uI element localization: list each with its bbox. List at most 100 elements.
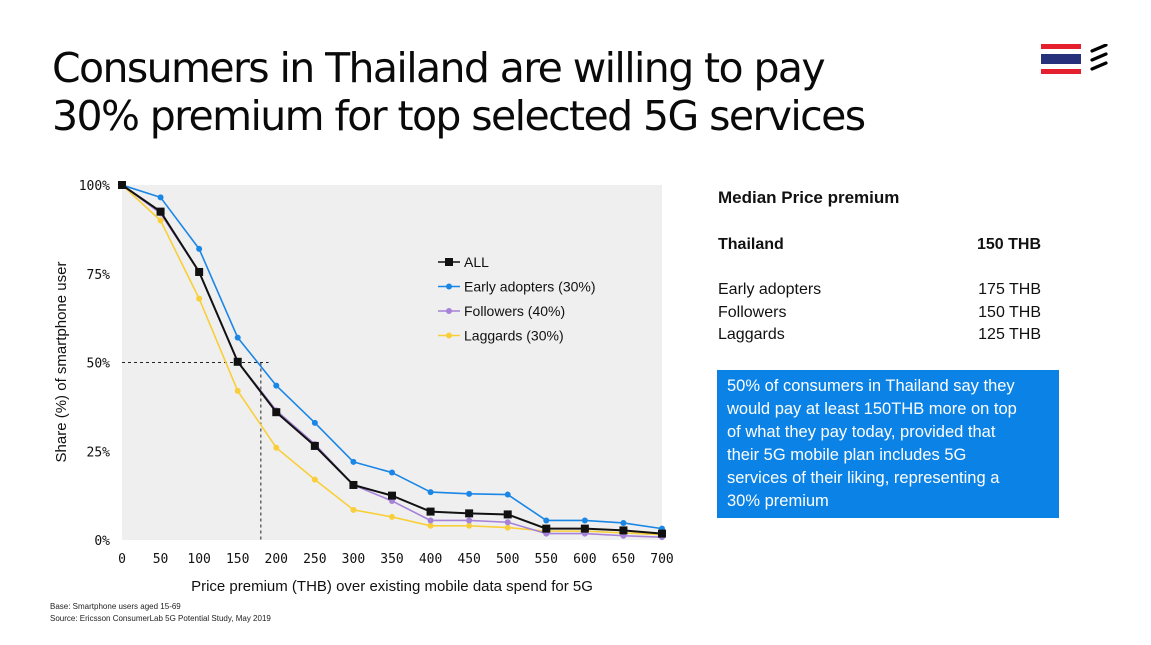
data-point [580,524,589,533]
x-tick-label: 150 [226,552,249,567]
legend-label: Laggards (30%) [464,328,564,344]
data-point [350,458,357,465]
legend-item: Laggards (30%) [438,328,564,344]
x-tick-label: 300 [342,552,365,567]
legend: ALL Early adopters (30%) Followers (40%) La… [438,254,596,344]
callout-line: 50% of consumers in Thailand say they [727,377,1015,395]
callout-line: would pay at least 150THB more on top [727,400,1017,418]
median-value: 125 THB [978,326,1041,343]
data-point [427,522,434,529]
data-point [311,476,318,483]
data-point [349,480,358,489]
y-axis-title: Share (%) of smartphone user [53,262,70,463]
data-point [427,489,434,496]
median-price-heading: Median Price premium [718,188,900,207]
y-tick-label: 0% [94,534,110,549]
x-tick-label: 600 [573,552,596,567]
data-point [196,295,203,302]
data-point [504,519,511,526]
data-point [466,522,473,529]
median-label: Laggards [718,326,785,343]
median-label: Thailand [718,236,784,253]
data-point [658,529,666,538]
data-point [619,526,628,535]
y-tick-label: 75% [87,268,111,283]
data-point [542,524,551,533]
x-tick-label: 650 [612,552,635,567]
data-point [543,517,550,524]
legend-marker [446,332,452,339]
data-point [620,519,627,526]
x-tick-label: 200 [265,552,288,567]
median-value: 175 THB [978,281,1041,298]
data-point [350,506,357,513]
title-line-1: Consumers in Thailand are willing to pay [52,44,826,92]
legend-marker [446,308,452,314]
x-tick-label: 250 [303,552,326,567]
data-point [310,441,319,450]
legend-item: Early adopters (30%) [438,279,596,295]
x-tick-label: 350 [380,552,403,567]
x-tick-label: 550 [535,552,558,567]
data-point [504,524,511,531]
data-point [234,387,241,394]
y-tick-label: 50% [87,357,111,372]
data-point [504,491,511,498]
legend-label: ALL [464,254,489,270]
x-tick-label: 0 [118,552,126,567]
data-point [389,469,395,476]
series-all [118,181,666,538]
data-point [156,207,165,216]
data-point [465,509,474,518]
data-point [118,181,126,189]
data-point [157,217,164,224]
legend-label: Early adopters (30%) [464,279,596,295]
data-point [273,382,280,389]
data-point [427,517,434,524]
legend-marker [445,258,453,266]
price-premium-line-chart: 0% 25% 50% 75% 100% 0 50 100 150 200 250 300 350 400… [53,179,674,595]
data-point [157,194,164,201]
legend-marker [446,283,452,290]
x-tick-label: 450 [457,552,480,567]
data-point [234,334,241,341]
x-tick-label: 50 [153,552,169,567]
data-point [466,490,473,497]
data-point [466,517,473,524]
ericsson-logo-icon [1090,44,1108,71]
median-value: 150 THB [978,304,1041,321]
summary-callout-box: 50% of consumers in Thailand say they wo… [717,370,1059,518]
data-point [272,408,281,417]
data-point [426,507,435,516]
data-point [581,517,588,524]
callout-line: their 5G mobile plan includes 5G [727,446,967,464]
median-value: 150 THB [976,236,1041,253]
data-point [311,419,318,426]
footnote-base: Base: Smartphone users aged 15-69 [50,602,181,611]
legend-item: Followers (40%) [438,303,565,319]
median-label: Followers [718,304,787,321]
callout-line: services of their liking, representing a [727,469,1000,487]
y-tick-label: 100% [79,179,110,194]
legend-item: ALL [438,254,489,270]
callout-line: of what they pay today, provided that [727,423,996,441]
data-point [503,510,512,519]
data-point [389,513,395,520]
y-tick-label: 25% [87,445,111,460]
median-label: Early adopters [718,281,822,298]
callout-line: 30% premium [727,492,829,510]
x-tick-label: 100 [187,552,210,567]
x-tick-label: 700 [650,552,673,567]
data-point [273,444,280,451]
page-title: Consumers in Thailand are willing to pay… [52,44,952,140]
thailand-flag-icon [1041,44,1081,74]
title-line-2: 30% premium for top selected 5G services [52,92,866,140]
footnote-source: Source: Ericsson ConsumerLab 5G Potentia… [50,614,271,623]
data-point [388,491,396,500]
legend-label: Followers (40%) [464,303,565,319]
data-point [196,245,203,252]
x-tick-label: 400 [419,552,442,567]
x-tick-label: 500 [496,552,519,567]
data-point [233,357,242,366]
data-point [195,267,204,276]
